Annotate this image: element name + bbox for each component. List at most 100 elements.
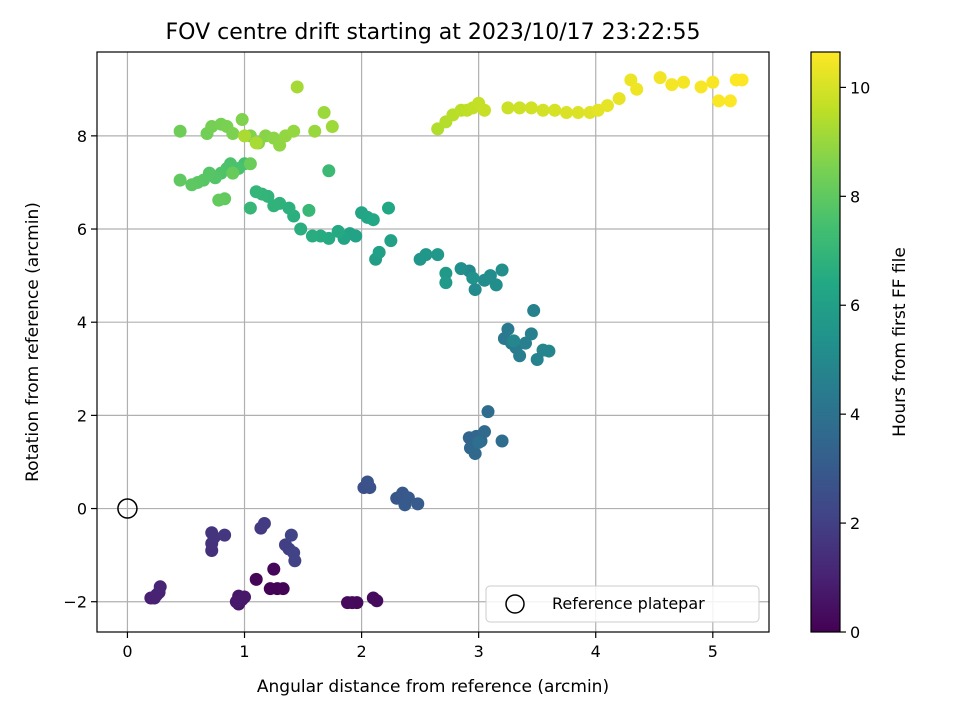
colorbar-tick-label: 2 [850,514,860,533]
data-point [530,352,544,366]
data-point [481,405,495,419]
y-axis-ticks: −2 0 2 4 6 8 [63,127,97,612]
data-point [243,201,257,215]
data-point [600,99,614,113]
data-point [366,213,380,227]
data-point [173,173,187,187]
data-point [370,594,384,608]
data-point [630,82,644,96]
data-point [454,262,468,276]
colorbar-tick-label: 4 [850,405,860,424]
data-point [548,103,562,117]
data-point [226,127,240,141]
data-point [294,222,308,236]
data-point [302,203,316,217]
data-point [243,157,257,171]
data-point [472,435,486,449]
data-point [212,193,226,207]
x-tick-label: 5 [708,642,718,661]
data-point [495,434,509,448]
data-point [712,94,726,108]
x-tick-label: 1 [239,642,249,661]
data-point [612,92,626,106]
data-point [382,201,396,215]
data-point [527,304,541,318]
data-point [288,554,302,568]
data-point [325,120,339,134]
x-axis-label: Angular distance from reference (arcmin) [257,677,609,697]
data-point [524,327,538,341]
data-point [235,113,249,127]
reference-marker [117,498,138,519]
data-point [350,596,364,610]
data-point [706,75,720,89]
data-point [735,73,749,87]
data-point [536,103,550,117]
data-point [290,80,304,94]
data-point [571,106,585,120]
chart-title: FOV centre drift starting at 2023/10/17 … [166,20,701,45]
data-point [653,71,667,85]
y-tick-label: 4 [77,313,87,332]
legend-reference-marker [505,594,525,614]
data-point [341,596,355,610]
data-point [305,229,319,243]
data-point [411,497,425,511]
data-point [205,526,219,540]
x-tick-label: 4 [591,642,601,661]
y-tick-label: 2 [77,406,87,425]
data-point [518,336,532,350]
data-point [478,103,492,117]
data-point [249,185,263,199]
y-tick-label: 0 [77,500,87,519]
x-tick-label: 0 [122,642,132,661]
y-tick-label: 8 [77,127,87,146]
x-tick-label: 3 [474,642,484,661]
data-point [559,106,573,120]
data-point [439,276,453,290]
data-point [249,572,263,586]
data-point [694,80,708,94]
data-point [273,138,287,152]
data-point [513,349,527,363]
data-point [495,263,509,277]
data-point [173,124,187,138]
data-point [322,164,336,178]
data-point [723,94,737,108]
data-point [238,129,252,143]
y-tick-label: 6 [77,220,87,239]
data-point [287,124,301,138]
colorbar-tick-label: 0 [850,623,860,642]
colorbar-ticks: 0 2 4 6 8 10 [840,78,870,642]
data-point [524,101,538,115]
data-point [308,124,322,138]
data-point [468,447,482,461]
legend-box [485,585,760,623]
data-point [431,248,445,262]
data-point [439,266,453,280]
colorbar-tick-label: 8 [850,187,860,206]
data-point [542,344,556,358]
data-point [317,106,331,120]
colorbar-tick-label: 6 [850,296,860,315]
data-point [249,136,263,150]
data-point [466,271,480,285]
data-point [419,248,433,262]
data-point [372,245,386,259]
data-point [360,475,374,489]
data-point [284,528,298,542]
legend: Reference platepar [485,585,760,623]
y-tick-label: −2 [63,593,87,612]
data-point [267,199,281,213]
data-point [501,101,515,115]
grid [97,52,769,632]
data-point [483,269,497,283]
data-point [468,283,482,297]
data-point [478,425,492,439]
data-point [226,166,240,180]
x-tick-label: 2 [356,642,366,661]
data-point [267,562,281,576]
data-point [489,278,503,292]
data-point [229,595,243,609]
y-axis-label: Rotation from reference (arcmin) [23,202,43,482]
